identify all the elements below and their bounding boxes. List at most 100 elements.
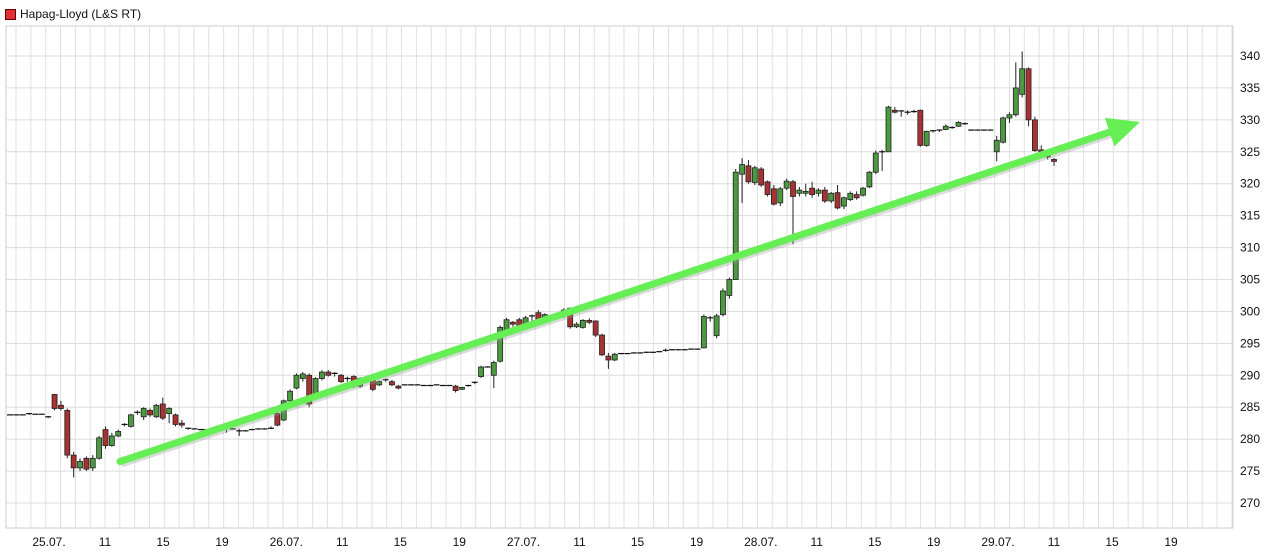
y-tick-label: 290 <box>1240 368 1260 382</box>
candle <box>771 184 777 206</box>
candle <box>439 384 446 387</box>
candle <box>872 150 879 175</box>
candle <box>153 404 160 419</box>
candle-body <box>580 319 586 328</box>
candle-body <box>147 410 153 416</box>
candle-body <box>153 404 160 418</box>
candle <box>64 408 71 459</box>
candle <box>255 428 262 430</box>
candle <box>694 348 701 350</box>
candle-body <box>758 168 765 186</box>
candle <box>777 186 784 207</box>
candle <box>128 413 134 428</box>
candle <box>764 180 771 197</box>
candle-body <box>700 316 707 349</box>
candle <box>974 129 981 131</box>
candle <box>580 319 586 329</box>
candle <box>408 384 415 386</box>
candle-body <box>847 192 854 201</box>
candle-body <box>1006 114 1013 119</box>
candle-body <box>1000 117 1006 143</box>
candle-body <box>395 385 402 389</box>
candle <box>669 349 676 351</box>
candle <box>319 370 325 381</box>
y-tick-label: 315 <box>1240 209 1260 223</box>
candle <box>630 352 637 354</box>
candle <box>70 451 77 478</box>
candle-body <box>739 164 745 175</box>
candle <box>484 366 491 368</box>
candle-body <box>306 374 313 405</box>
candle <box>904 110 911 115</box>
candle <box>720 288 726 317</box>
candle <box>599 333 605 357</box>
candle <box>178 419 185 428</box>
candle <box>821 186 828 203</box>
candle <box>229 428 236 430</box>
x-tick-label: 11 <box>573 535 586 549</box>
candle <box>420 384 427 387</box>
x-tick-label: 19 <box>690 535 704 549</box>
x-tick-label: 11 <box>1048 535 1061 549</box>
candle-body <box>166 408 173 414</box>
candle-body <box>605 355 612 361</box>
candle-body <box>790 181 796 197</box>
candle-body <box>478 366 484 377</box>
x-tick-label: 15 <box>1105 535 1119 549</box>
candle-body <box>1025 68 1032 121</box>
candle <box>611 352 618 362</box>
candle-body <box>83 457 90 470</box>
candle-body <box>115 431 122 437</box>
candle <box>58 400 64 411</box>
x-axis: 25.07. 11 15 19 26.07. 11 15 19 27.07. 11 15 19 28.0… <box>32 535 1178 549</box>
candle-body <box>713 315 720 337</box>
candle <box>898 110 905 117</box>
candle-body <box>1019 68 1026 95</box>
x-tick-label: 26.07. <box>270 535 303 549</box>
candle <box>83 456 90 472</box>
candle <box>89 455 96 472</box>
candle <box>338 374 344 383</box>
candle <box>726 277 733 299</box>
candle <box>331 372 338 377</box>
candle <box>968 129 975 131</box>
candle-body <box>338 374 344 383</box>
candle-body <box>58 404 64 409</box>
candle-body <box>923 130 930 146</box>
candle <box>885 105 892 153</box>
candle-body <box>452 385 459 392</box>
y-tick-label: 280 <box>1240 432 1260 446</box>
candle-body <box>1032 119 1038 151</box>
candle-body <box>178 422 185 426</box>
candle-body <box>490 362 497 376</box>
candle <box>618 352 625 355</box>
candle <box>261 428 268 430</box>
candle <box>395 384 402 390</box>
candle <box>446 384 453 387</box>
candle <box>917 109 924 147</box>
candle-body <box>802 190 809 194</box>
candle <box>382 378 389 382</box>
candle-body <box>51 394 58 409</box>
candle-body <box>1012 87 1019 116</box>
candle-body <box>172 414 179 425</box>
candle-body <box>764 181 771 195</box>
legend-swatch <box>5 8 16 20</box>
candle <box>1019 51 1026 98</box>
candle <box>809 181 815 198</box>
candle-body <box>732 171 739 280</box>
y-tick-label: 325 <box>1240 145 1260 159</box>
candle <box>159 397 166 420</box>
candle-body <box>592 320 599 336</box>
candle-body <box>828 192 835 202</box>
candle <box>713 313 720 339</box>
candle <box>605 352 612 369</box>
y-axis: 340 335 330 325 320 315 310 305 300 295 290 285 280 2… <box>1240 49 1260 510</box>
candle-body <box>783 180 790 189</box>
candle-body <box>389 381 395 386</box>
candle-body <box>771 188 777 205</box>
candle-body <box>510 321 516 325</box>
candle <box>751 165 758 185</box>
candle <box>662 348 669 352</box>
candle <box>401 384 408 386</box>
